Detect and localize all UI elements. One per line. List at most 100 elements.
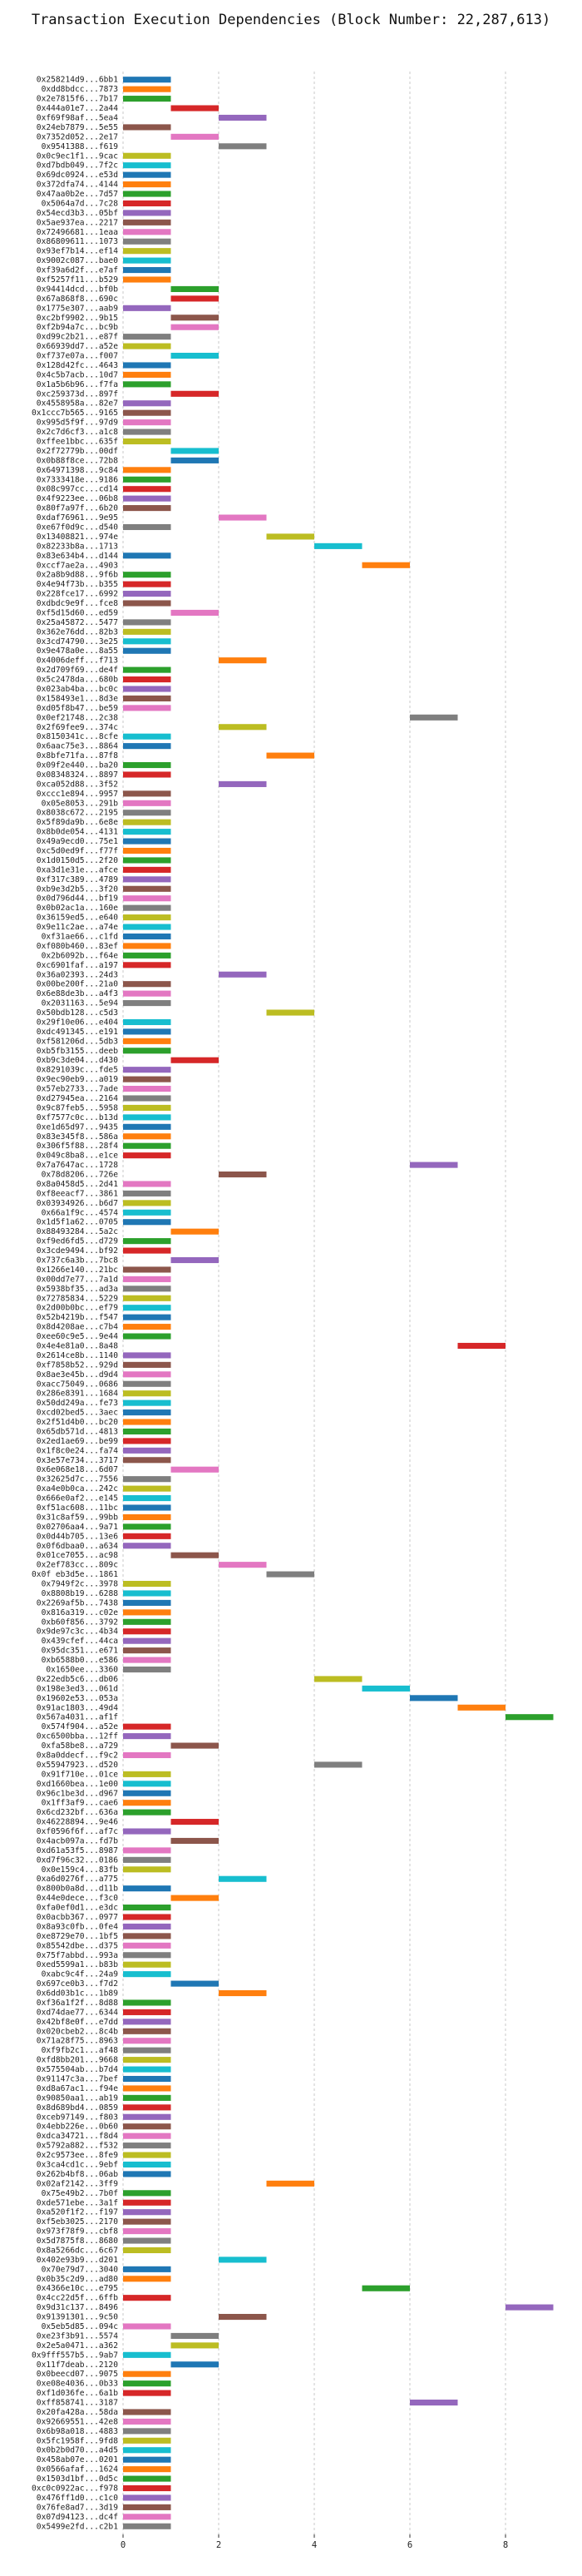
bar [123,1399,171,1406]
y-tick-label: 0x75e49b2...7b0f [42,2189,118,2198]
bar [123,2171,171,2177]
y-tick-label: 0x11f7deab...2120 [37,2361,118,2370]
y-tick-label: 0x24eb7879...5e55 [37,123,118,132]
y-tick-label: 0x1a5b6b96...f7fa [37,380,118,389]
y-tick-label: 0x2f69fee9...374c [37,723,118,732]
bar [123,191,171,197]
y-tick-label: 0x50dd249a...fe73 [37,1399,118,1408]
y-tick-label: 0x6cd232bf...636a [37,1808,118,1817]
bar [123,1305,171,1311]
y-tick-label: 0xd7bdb049...7f2c [37,161,118,171]
y-tick-label: 0xc2bf9902...9b15 [37,314,118,323]
bar [123,676,171,683]
x-tick-label: 0 [121,2540,126,2550]
bar [219,1989,267,1997]
y-tick-label: 0xf7858b52...929d [37,1360,118,1370]
y-tick-label: 0x5938bf35...ad3a [37,1285,118,1294]
bar [123,2514,171,2520]
bar [219,1875,267,1882]
bar [123,2143,171,2149]
bar [123,1800,171,1806]
bar [170,1895,219,1901]
x-tick-label: 4 [312,2540,317,2550]
bar [123,800,171,806]
y-tick-label: 0x42bf8e0f...e7dd [37,2018,118,2027]
bar [123,486,171,493]
bar [123,857,171,864]
bar [123,1076,171,1082]
y-tick-label: 0xde571ebe...3a1f [37,2198,118,2207]
y-tick-label: 0x72496681...1eaa [37,228,118,237]
y-tick-label: 0xd8a67ac1...f94e [37,2084,118,2093]
bar [123,1152,171,1159]
y-tick-label: 0xd1660bea...1e00 [37,1780,118,1789]
bar [123,2447,171,2454]
bars [123,77,554,2529]
bar [362,562,410,568]
y-tick-label: 0x458ab07e...0201 [37,2455,118,2465]
bar [123,1618,171,1625]
y-tick-label: 0xf5d15d60...ed59 [37,608,118,617]
bar [123,790,171,797]
y-tick-label: 0xa3d1e31e...afce [37,865,118,874]
bar [123,705,171,711]
bar [123,1657,171,1663]
bar [123,876,171,883]
bar [123,847,171,855]
bar [170,457,219,463]
bar [123,2161,171,2168]
bar [170,2342,219,2349]
y-tick-label: 0x50bdb128...c5d3 [37,1008,118,1018]
y-tick-label: 0x94414dcd...bf0b [37,285,118,294]
bar [170,1552,219,1558]
y-tick-label: 0x023ab4ba...bc0c [37,685,118,694]
bar [123,952,171,959]
bar [123,2228,171,2235]
y-tick-label: 0xd74dae77...6344 [37,2008,118,2017]
y-tick-label: 0x3ca4cd1c...9ebf [37,2160,118,2169]
bar [410,1695,458,1702]
bar [123,438,171,445]
bar [219,657,267,664]
y-tick-label: 0xc6500bba...12ff [37,1732,118,1741]
bar [123,343,171,349]
bar [123,647,171,654]
bar [219,2256,267,2263]
y-tick-label: 0xb9c3de04...d430 [37,1056,118,1065]
bar [123,2047,171,2053]
bar [170,324,219,330]
y-tick-label: 0x2e5a0471...a362 [37,2341,118,2351]
y-tick-label: 0x91ac1803...49d4 [37,1703,118,1712]
x-tick-label: 8 [503,2540,508,2550]
y-tick-label: 0x2614ce8b...1140 [37,1351,118,1360]
bar [123,552,171,559]
bar [123,1447,171,1454]
y-tick-label: 0x72785834...5229 [37,1294,118,1303]
y-tick-label: 0x262b4bf8...06ab [37,2170,118,2179]
bar [266,1571,314,1578]
y-tick-label: 0xb5fb3155...deeb [37,1047,118,1056]
bar [123,248,171,255]
bar [219,514,267,521]
bar [123,1028,171,1035]
y-tick-label: 0xa520f1f2...f197 [37,2208,118,2217]
y-tick-label: 0x7949f2c...3978 [42,1580,119,1589]
grid-lines [122,72,506,2534]
y-tick-label: 0x8a93c0fb...0fe4 [37,1922,118,1931]
bar [123,200,171,207]
y-tick-label: 0x2d709f69...de4f [37,666,118,675]
y-tick-label: 0x0f eb3d5e...1861 [32,1570,118,1579]
y-tick-label: 0x8291039c...fde5 [37,1066,118,1075]
y-tick-label: 0x8038c672...2195 [37,809,118,818]
y-tick-label: 0xcd02bed5...3aec [37,1409,118,1418]
bar [123,276,171,283]
y-tick-label: 0x5eb5d85...094c [42,2322,118,2331]
bar [123,1942,171,1949]
y-tick-label: 0x71a28f75...8963 [37,2037,118,2046]
bar [123,1209,171,1216]
y-tick-label: 0xf31ae66...c1fd [42,932,118,941]
bar [123,1637,171,1644]
y-tick-label: 0x96c1be3d...d967 [37,1789,118,1798]
bar [123,1533,171,1539]
bar [123,2104,171,2111]
